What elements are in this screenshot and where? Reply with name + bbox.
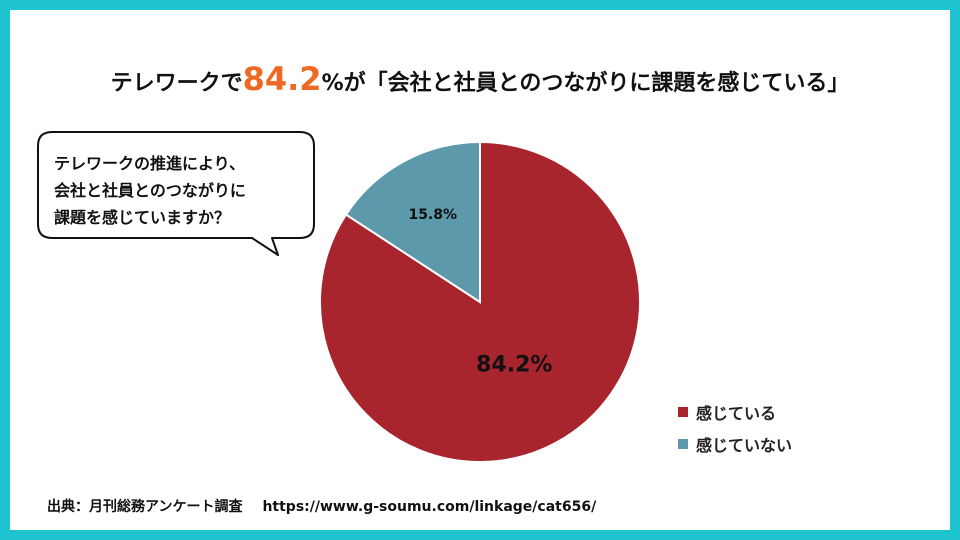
speech-bubble (37, 131, 315, 256)
source-citation: 出典：月刊総務アンケート調査 https://www.g-soumu.com/li… (47, 496, 596, 516)
title-prefix: テレワークで (110, 71, 243, 96)
pie-chart: 84.2% 15.8% (319, 140, 641, 463)
pie-slice-1 (344, 140, 481, 304)
pie-label-1: 15.8% (408, 207, 457, 223)
legend-item-felt: 感じている (678, 396, 792, 428)
question-line-1: テレワークの推進により、 (54, 154, 246, 173)
legend-item-not-felt: 感じていない (678, 428, 792, 460)
legend: 感じている 感じていない (678, 396, 792, 460)
legend-swatch-not-felt (678, 439, 688, 449)
legend-label-felt: 感じている (696, 404, 777, 423)
slide-frame: テレワークで84.2%が「会社と社員とのつながりに課題を感じている」 テレワーク… (10, 10, 950, 530)
legend-label-not-felt: 感じていない (696, 436, 793, 455)
question-text: テレワークの推進により、 会社と社員とのつながりに 課題を感じていますか？ (54, 150, 324, 231)
question-line-2: 会社と社員とのつながりに (54, 181, 246, 200)
pie-label-0: 84.2% (476, 352, 552, 377)
source-url: https://www.g-soumu.com/linkage/cat656/ (262, 499, 597, 515)
page-title: テレワークで84.2%が「会社と社員とのつながりに課題を感じている」 (10, 60, 950, 98)
question-line-3: 課題を感じていますか？ (54, 208, 231, 227)
source-label: 出典：月刊総務アンケート調査 (47, 499, 243, 515)
title-suffix: %が「会社と社員とのつながりに課題を感じている」 (321, 71, 850, 96)
title-highlight-value: 84.2 (242, 60, 322, 98)
legend-swatch-felt (678, 407, 688, 417)
